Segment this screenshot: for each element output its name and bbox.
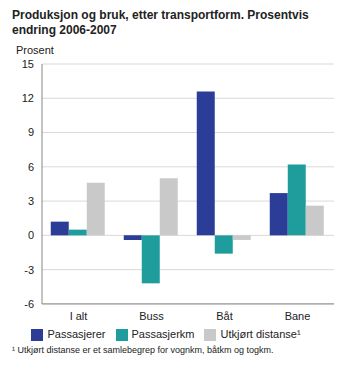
svg-text:6: 6: [28, 161, 34, 173]
svg-text:Båt: Båt: [216, 310, 233, 322]
svg-text:3: 3: [28, 195, 34, 207]
svg-text:-6: -6: [24, 298, 34, 310]
svg-text:Buss: Buss: [139, 310, 164, 322]
html-text:¹ Utkjørt distanse er et samle: ¹ Utkjørt distanse er et samlebegrep for…: [12, 345, 274, 355]
html-text:Passasjerkm: Passasjerkm: [131, 327, 195, 340]
svg-text:Bane: Bane: [285, 310, 311, 322]
svg-text:I alt: I alt: [70, 310, 88, 322]
html-text:Prosent: Prosent: [16, 44, 54, 56]
svg-text:12: 12: [22, 92, 34, 104]
html-text:Utkjørt distanse¹: Utkjørt distanse¹: [220, 327, 301, 340]
svg-text:0: 0: [28, 229, 34, 241]
html-text:Produksjon og bruk, etter tran: Produksjon og bruk, etter transportform.…: [12, 8, 309, 37]
svg-text:15: 15: [22, 58, 34, 70]
svg-text:9: 9: [28, 126, 34, 138]
html-text:Passasjerer: Passasjerer: [47, 327, 106, 340]
svg-text:-3: -3: [24, 264, 34, 276]
